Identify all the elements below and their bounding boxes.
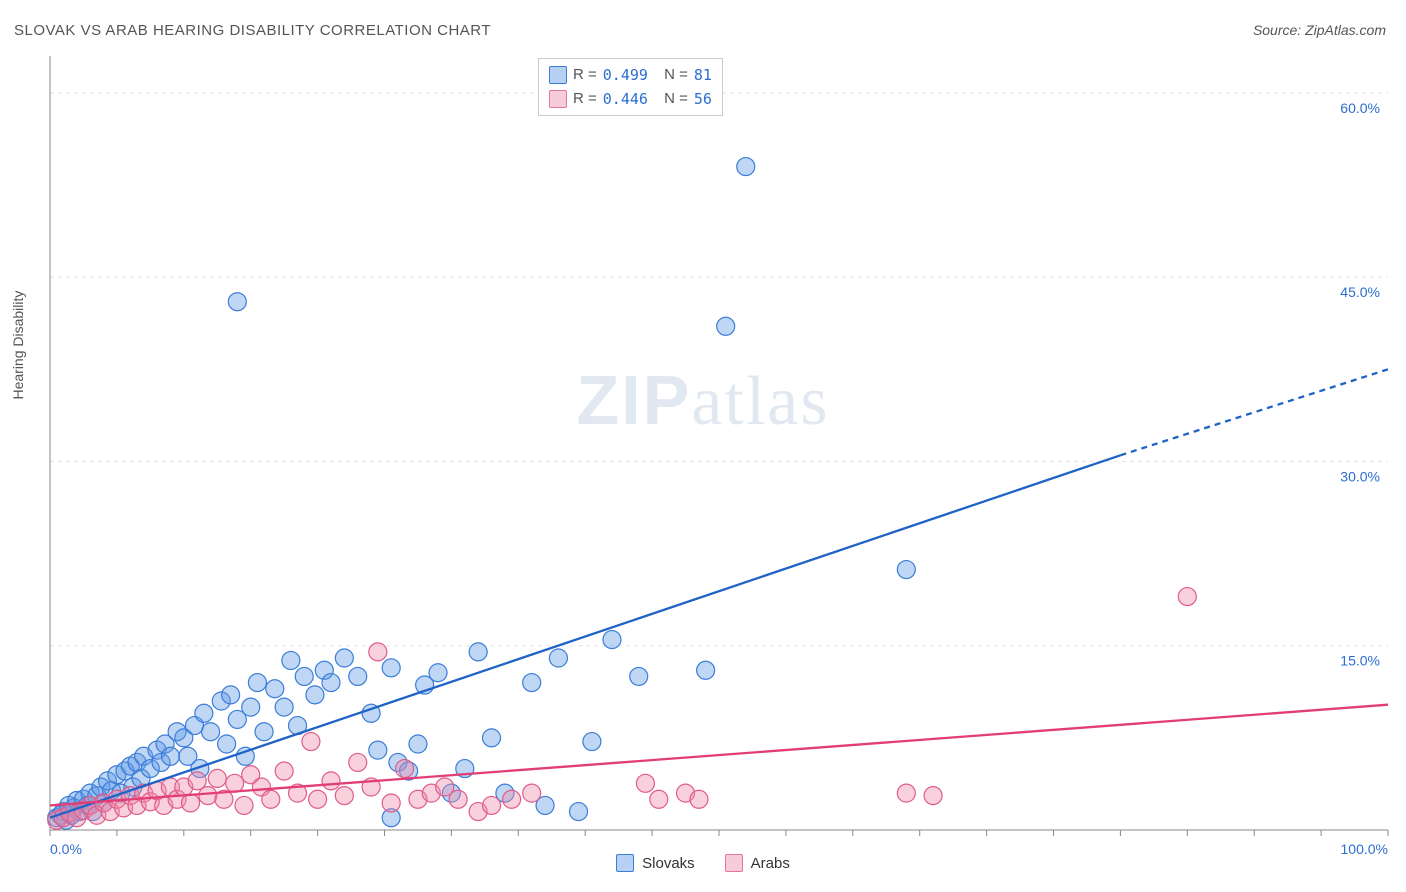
swatch-icon (549, 66, 567, 84)
svg-text:45.0%: 45.0% (1340, 284, 1380, 300)
swatch-icon (549, 90, 567, 108)
legend-item-slovaks: Slovaks (616, 854, 695, 872)
legend-row-arabs: R = 0.446 N = 56 (549, 87, 712, 111)
r-label: R = (573, 63, 597, 87)
r-value: 0.499 (603, 63, 648, 87)
svg-text:60.0%: 60.0% (1340, 100, 1380, 116)
swatch-icon (725, 854, 743, 872)
chart-container: SLOVAK VS ARAB HEARING DISABILITY CORREL… (0, 0, 1406, 892)
legend-item-arabs: Arabs (725, 854, 790, 872)
n-value: 81 (694, 63, 712, 87)
r-value: 0.446 (603, 87, 648, 111)
r-label: R = (573, 87, 597, 111)
scatter-plot-svg: 15.0%30.0%45.0%60.0%0.0%100.0% (0, 0, 1406, 892)
n-label: N = (664, 87, 688, 111)
svg-text:15.0%: 15.0% (1340, 653, 1380, 669)
svg-text:30.0%: 30.0% (1340, 468, 1380, 484)
series-legend: Slovaks Arabs (0, 854, 1406, 872)
n-label: N = (664, 63, 688, 87)
correlation-legend: R = 0.499 N = 81 R = 0.446 N = 56 (538, 58, 723, 116)
legend-row-slovaks: R = 0.499 N = 81 (549, 63, 712, 87)
n-value: 56 (694, 87, 712, 111)
legend-label: Slovaks (642, 855, 695, 872)
swatch-icon (616, 854, 634, 872)
legend-label: Arabs (751, 855, 790, 872)
